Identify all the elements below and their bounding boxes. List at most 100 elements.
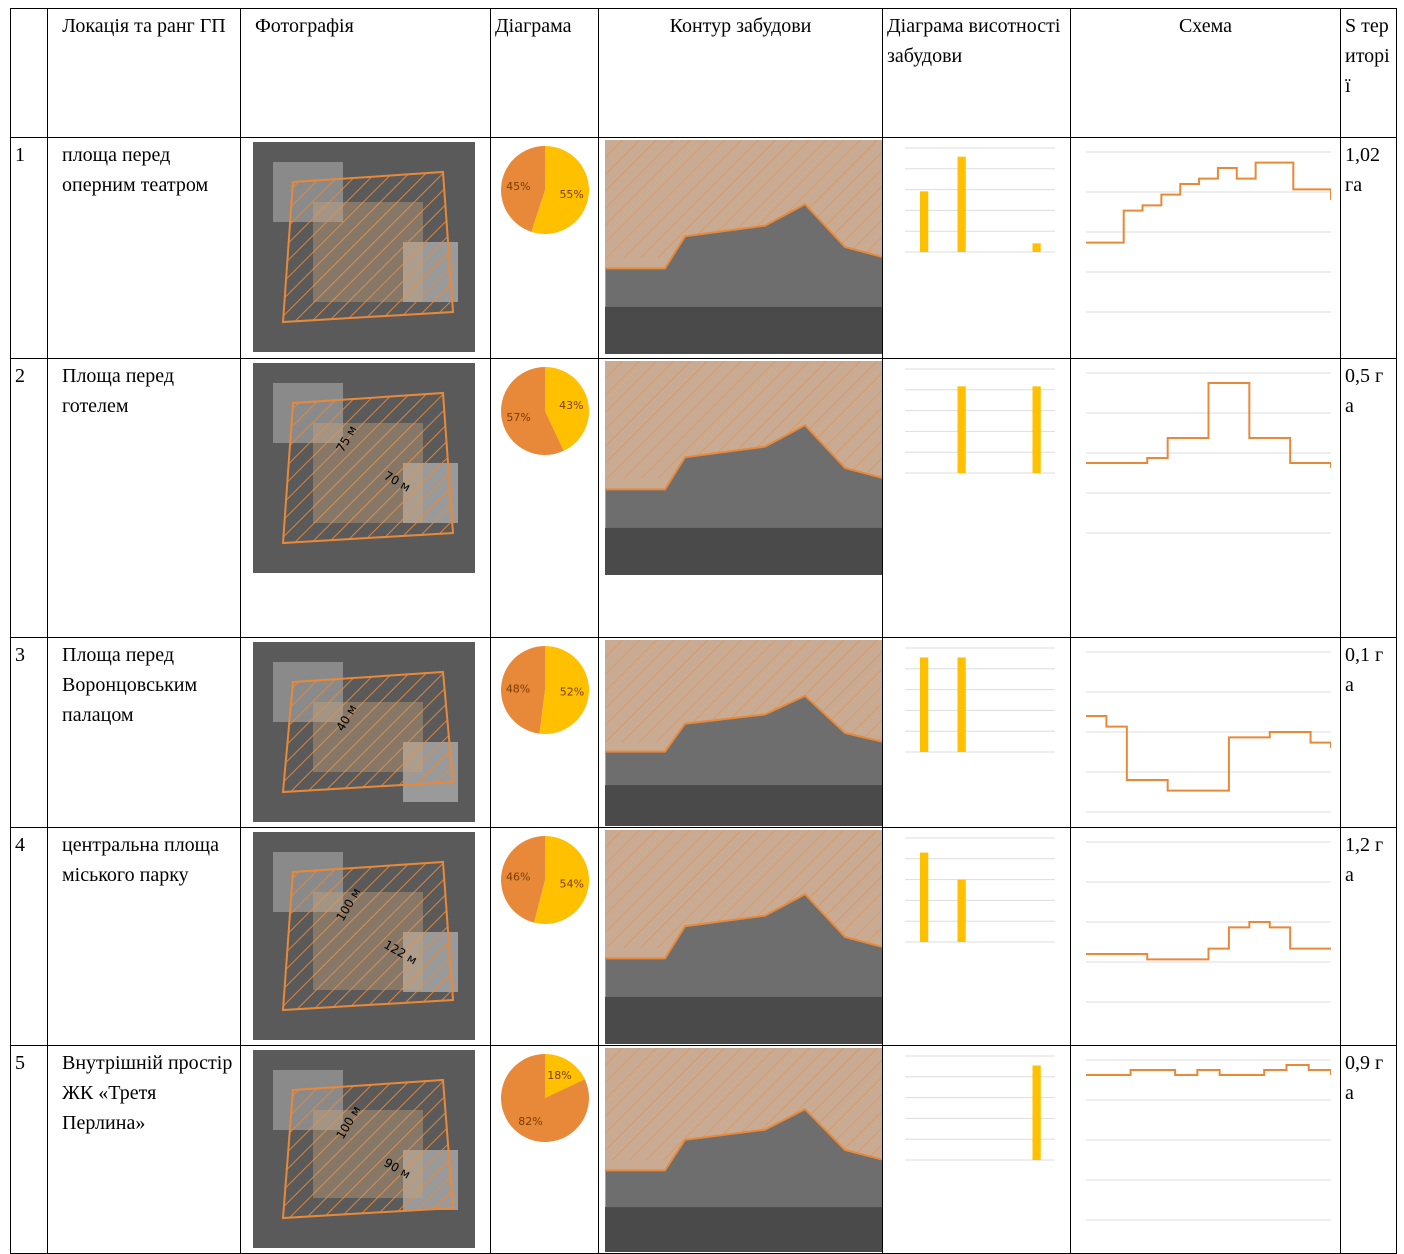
row-number: 2: [10, 358, 48, 638]
area: 0,9 га: [1340, 1045, 1397, 1254]
bar-cell: [882, 827, 1071, 1046]
bar: [920, 852, 929, 942]
area: 0,1 га: [1340, 637, 1397, 828]
bar: [957, 657, 966, 752]
ground: [605, 1207, 882, 1252]
pie-cell: 52% 48%: [490, 637, 599, 828]
profile-line: [1086, 921, 1331, 961]
pie-label: 57%: [506, 411, 530, 424]
site-tint: [313, 423, 423, 523]
photo-cell: 40 м: [240, 637, 491, 828]
area: 1,02 га: [1340, 137, 1397, 359]
profile-line: [1086, 1064, 1331, 1076]
location: Площа перед готелем: [47, 358, 241, 638]
profile-line: [1086, 382, 1331, 468]
header-cell: Діаграма: [490, 8, 599, 138]
bar: [1032, 243, 1041, 252]
location: центральна площа міського парку: [47, 827, 241, 1046]
row-number: 5: [10, 1045, 48, 1254]
location: Площа перед Воронцовським палацом: [47, 637, 241, 828]
profile-line: [1086, 161, 1331, 244]
photo-cell: 100 м 122 м: [240, 827, 491, 1046]
pie-chart: 18% 82%: [501, 1054, 589, 1142]
schema-cell: [1070, 137, 1341, 359]
row-number: 1: [10, 137, 48, 359]
bar: [957, 156, 966, 252]
bar-cell: [882, 137, 1071, 359]
row: 3 Площа перед Воронцовським палацом 40 м 52…: [10, 637, 1397, 828]
bar: [920, 191, 929, 252]
bar-chart: [905, 647, 1055, 753]
row: 4 центральна площа міського парку 100 м 122…: [10, 827, 1397, 1046]
pie-slice: [545, 367, 589, 451]
schema-cell: [1070, 358, 1341, 638]
schema-cell: [1070, 637, 1341, 828]
contour-cell: [598, 637, 883, 828]
profile-chart: [1086, 1059, 1331, 1221]
header-cell: Фотографія: [240, 8, 491, 138]
contour-cell: [598, 358, 883, 638]
pie-cell: 18% 82%: [490, 1045, 599, 1254]
bar: [920, 657, 929, 752]
site-area: [281, 670, 455, 794]
pie-cell: 55% 45%: [490, 137, 599, 359]
photo-cell: 100 м 90 м: [240, 1045, 491, 1254]
pie-label: 82%: [518, 1115, 542, 1128]
schema-cell: [1070, 1045, 1341, 1254]
bar: [1032, 1065, 1041, 1160]
pie-slice: [500, 646, 545, 734]
area: 1,2 га: [1340, 827, 1397, 1046]
site-tint: [313, 702, 423, 772]
bar-cell: [882, 637, 1071, 828]
site-area: [281, 1078, 455, 1220]
row: 5 Внутрішній простір ЖК «Третя Перлина» 10…: [10, 1045, 1397, 1254]
location: площа перед оперним театром: [47, 137, 241, 359]
aerial-photo: 100 м90 м: [253, 1050, 475, 1248]
pie-slice: [501, 1054, 589, 1142]
row: 2 Площа перед готелем 75 м 70 м 43% 57% 0,5 га: [10, 358, 1397, 638]
bar-cell: [882, 358, 1071, 638]
pie-cell: 54% 46%: [490, 827, 599, 1046]
header-cell: Локація та ранг ГП: [47, 8, 241, 138]
pie-cell: 43% 57%: [490, 358, 599, 638]
pie-chart: 43% 57%: [501, 367, 589, 455]
pie-slice: [500, 836, 545, 923]
row-number: 3: [10, 637, 48, 828]
bar-chart: [905, 1055, 1055, 1161]
header-cell: Діаграма висотності забудови: [882, 8, 1071, 138]
pie-label: 45%: [506, 180, 530, 193]
street-photo: [605, 1048, 882, 1252]
pie-chart: 55% 45%: [500, 146, 589, 234]
bar-chart: [905, 368, 1055, 474]
ground: [605, 527, 882, 575]
pie-slice: [539, 646, 589, 734]
schema-cell: [1070, 827, 1341, 1046]
photo-cell: 75 м 70 м: [240, 358, 491, 638]
pie-slice: [500, 146, 545, 232]
street-photo: [605, 140, 882, 354]
header-cell: [10, 8, 48, 138]
street-photo: [605, 361, 882, 575]
site-area: [281, 170, 455, 324]
profile-chart: [1086, 841, 1331, 1003]
pie-label: 55%: [559, 188, 583, 201]
pie-label: 46%: [506, 871, 530, 884]
header-row: Локація та ранг ГП Фотографія Діаграма К…: [10, 8, 1397, 138]
ground: [605, 996, 882, 1044]
pie-slice: [501, 367, 564, 455]
profile-chart: [1086, 151, 1331, 313]
pie-chart: 52% 48%: [500, 646, 589, 734]
site-area: [281, 860, 455, 1012]
area: 0,5 га: [1340, 358, 1397, 638]
bar-cell: [882, 1045, 1071, 1254]
pie-label: 18%: [547, 1069, 571, 1082]
street-photo: [605, 830, 882, 1044]
street-photo: [605, 640, 882, 826]
contour-cell: [598, 827, 883, 1046]
bar: [957, 879, 966, 942]
table-body: 1 площа перед оперним театром 55% 45% 1,02 г…: [10, 137, 1397, 1254]
profile-line: [1086, 715, 1331, 792]
site-tint: [313, 202, 423, 302]
